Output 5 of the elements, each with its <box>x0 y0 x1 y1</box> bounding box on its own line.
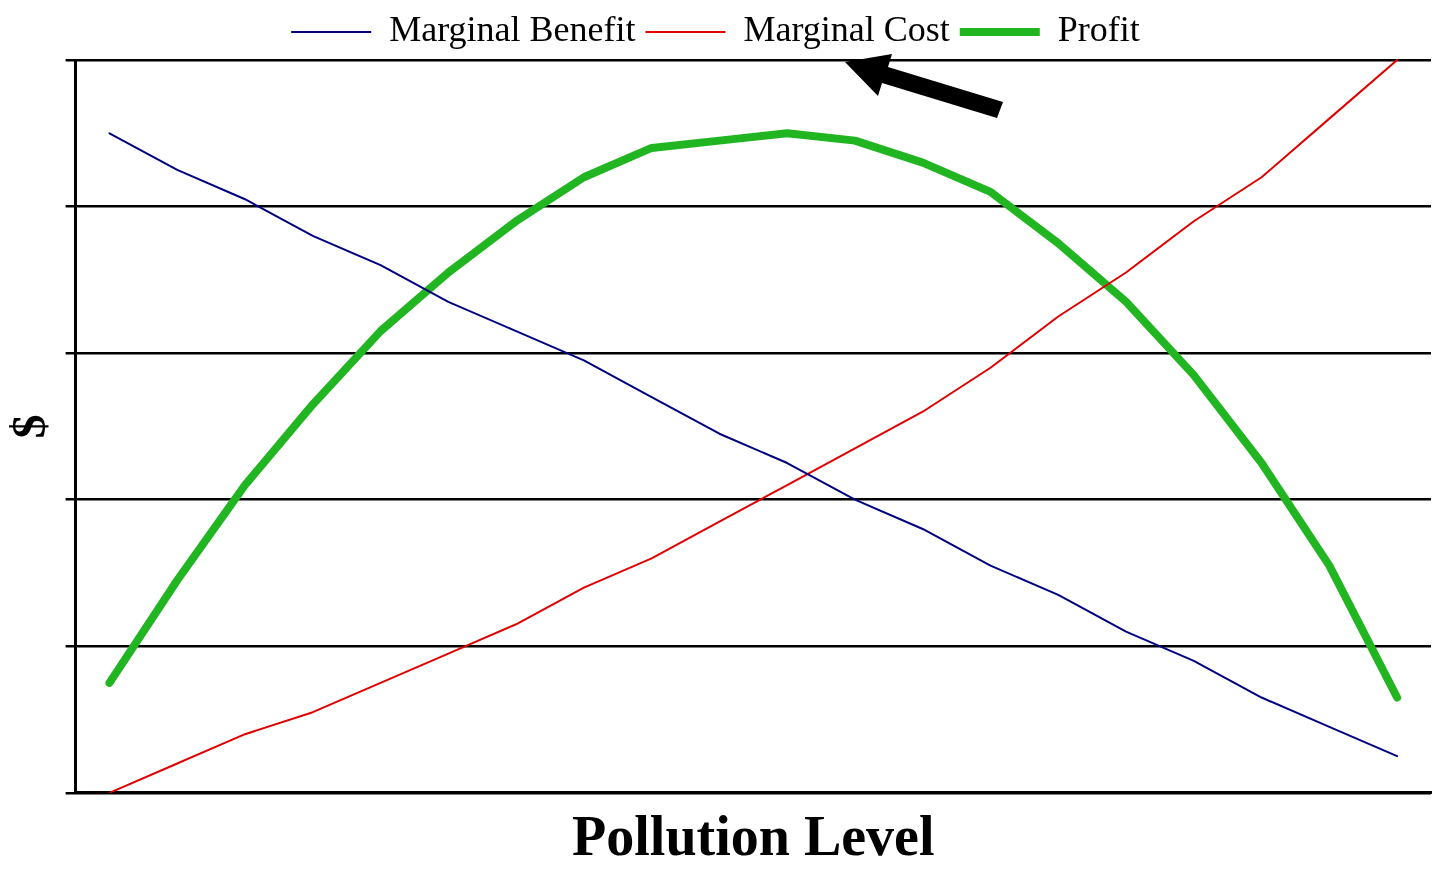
legend-label: Profit <box>1057 9 1140 50</box>
legend-label: Marginal Cost <box>743 9 950 50</box>
legend-label: Marginal Benefit <box>389 9 636 50</box>
y-axis-title: $ <box>2 414 56 439</box>
x-axis-title: Pollution Level <box>572 804 935 867</box>
